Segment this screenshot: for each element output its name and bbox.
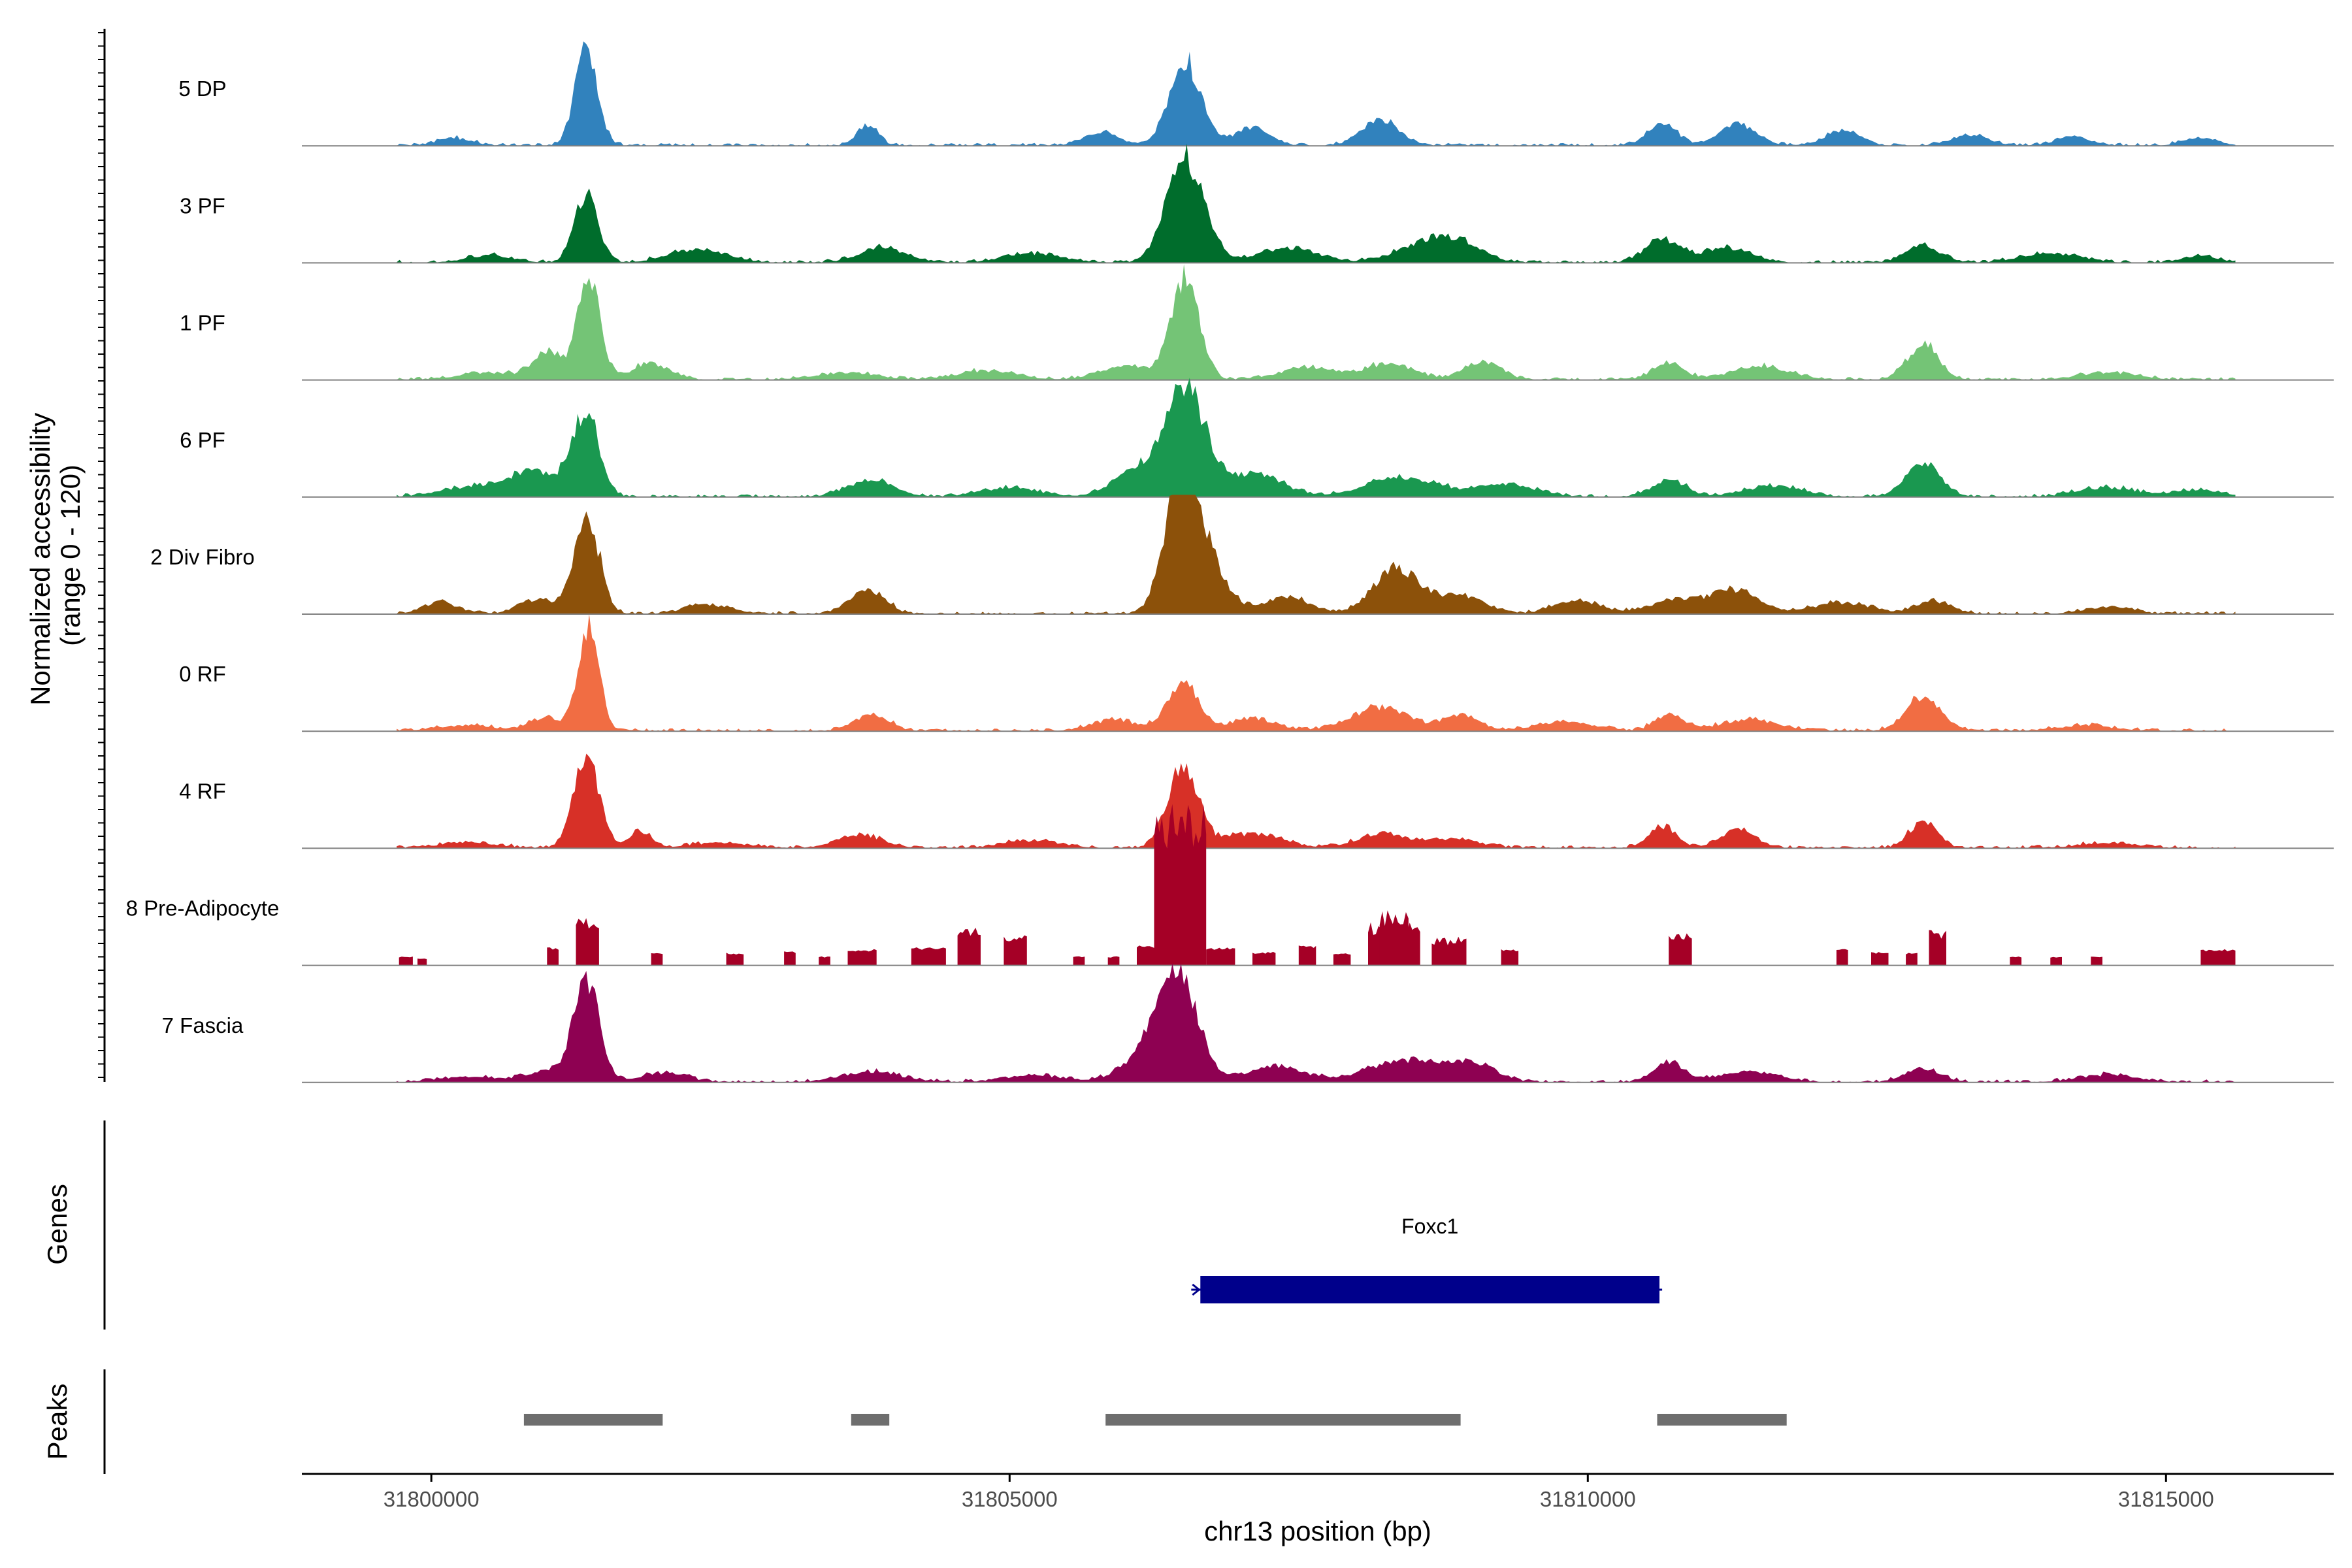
gene-track: Foxc1 (1191, 1215, 1663, 1303)
track-7-fascia: 7 Fascia (162, 963, 2334, 1083)
peaks-panel-title: Peaks (42, 1384, 73, 1460)
coverage-bin (2200, 949, 2236, 966)
coverage-bin (576, 918, 599, 966)
coverage-bin (1004, 935, 1027, 966)
coverage-bin (1871, 952, 1889, 966)
track-0-rf: 0 RF (179, 613, 2334, 732)
coverage-bin (2050, 956, 2062, 966)
track-label: 8 Pre-Adipocyte (126, 896, 280, 921)
track-label: 1 PF (180, 311, 225, 335)
coverage-bin (1206, 947, 1235, 966)
track-label: 4 RF (179, 779, 226, 803)
genes-panel: Genes Foxc1 (42, 1120, 1663, 1330)
coverage-bin (1107, 956, 1120, 966)
coverage-bin (784, 951, 796, 966)
coverage-area (397, 41, 2236, 146)
track-label: 7 Fascia (162, 1013, 244, 1037)
peak-region (523, 1414, 663, 1426)
track-2-div-fibro: 2 Div Fibro (150, 495, 2334, 615)
track-4-rf: 4 RF (179, 753, 2334, 849)
coverage-bin (726, 953, 744, 966)
track-8-pre-adipocyte: 8 Pre-Adipocyte (126, 804, 2334, 966)
coverage-bin (417, 958, 427, 966)
track-5-dp: 5 DP (178, 41, 2334, 147)
gene-label: Foxc1 (1401, 1215, 1458, 1238)
coverage-area (397, 963, 2236, 1083)
coverage-bin (819, 956, 830, 966)
track-1-pf: 1 PF (180, 264, 2334, 381)
coverage-bin (1333, 953, 1351, 966)
coverage-bin (1252, 951, 1276, 966)
genes-panel-title: Genes (42, 1184, 73, 1265)
peak-region (1657, 1414, 1787, 1426)
coverage-bin (957, 927, 981, 966)
coverage-bin (399, 956, 413, 966)
track-3-pf: 3 PF (180, 143, 2334, 264)
track-label: 2 Div Fibro (150, 545, 255, 569)
track-label: 0 RF (179, 662, 226, 686)
coverage-bin (1836, 949, 1848, 966)
track-stack: 5 DP 3 PF 1 PF 6 PF 2 Div Fibro 0 RF 4 RF 8 Pre… (126, 41, 2334, 1083)
coverage-bin (547, 947, 559, 966)
peak-region (1105, 1414, 1461, 1426)
x-axis: 31800000 31805000 31810000 31815000 chr13 p… (302, 1473, 2334, 1546)
strand-arrow-icon (1192, 1283, 1201, 1296)
coverage-bin (911, 947, 946, 966)
track-6-pf: 6 PF (180, 378, 2334, 498)
coverage-bin (1501, 949, 1519, 966)
x-tick-label: 31810000 (1540, 1487, 1636, 1511)
coverage-bin (1379, 910, 1409, 966)
coverage-bin (847, 949, 877, 966)
track-label: 6 PF (180, 428, 225, 452)
peak-region-track (523, 1414, 1787, 1426)
x-tick-label: 31815000 (2118, 1487, 2214, 1511)
coverage-area (397, 264, 2236, 380)
coverage-panel: Normalized accessibility (range 0 - 120)… (25, 29, 2334, 1083)
coverage-bin (651, 953, 663, 966)
track-label: 3 PF (180, 193, 225, 218)
x-tick-label: 31805000 (962, 1487, 1058, 1511)
coverage-y-ticks (98, 32, 105, 1078)
coverage-bin (2091, 956, 2102, 966)
coverage-area (397, 143, 2236, 263)
coverage-bin (2010, 956, 2022, 966)
peak-region (851, 1414, 890, 1426)
coverage-bin (1929, 930, 1946, 966)
x-tick-label: 31800000 (384, 1487, 480, 1511)
coverage-bin (1073, 956, 1085, 966)
y-title-line-1: Normalized accessibility (25, 413, 56, 706)
x-axis-ticks: 31800000 31805000 31810000 31815000 (384, 1474, 2214, 1511)
coverage-bin (1431, 936, 1467, 966)
coverage-bin (1298, 945, 1316, 966)
coverage-area (397, 613, 2236, 732)
coverage-bin (1154, 804, 1207, 966)
x-axis-title: chr13 position (bp) (1204, 1516, 1431, 1546)
coverage-y-axis-title: Normalized accessibility (range 0 - 120) (25, 405, 86, 706)
coverage-area (397, 495, 2236, 614)
coverage-bin (1906, 953, 1918, 966)
coverage-area (397, 378, 2236, 497)
coverage-area (397, 753, 2236, 849)
track-label: 5 DP (178, 76, 226, 101)
coverage-bin (1669, 933, 1692, 966)
y-title-line-2: (range 0 - 120) (55, 465, 86, 646)
peaks-panel: Peaks (42, 1369, 1787, 1474)
